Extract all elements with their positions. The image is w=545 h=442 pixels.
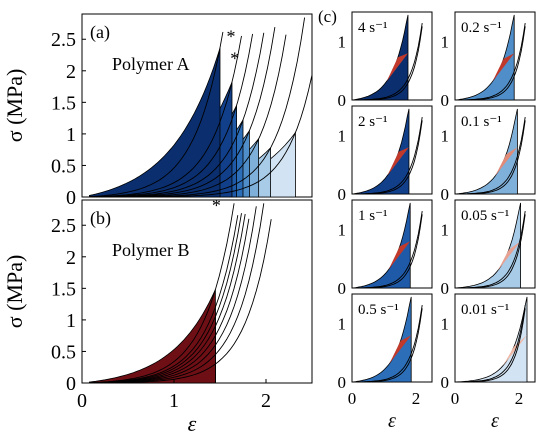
area-series [456,296,528,383]
x-axis-label: ε [188,411,197,436]
subplot: 0.1 s⁻¹ 0 1 [441,105,536,204]
rate-label: 0.5 s⁻¹ [358,302,399,318]
asterisk-marker: * [227,26,236,46]
y-tick-label: 0 [338,91,347,110]
y-tick-label: 1 [338,126,347,145]
x-tick-label: 0 [348,389,357,408]
rate-label: 0.1 s⁻¹ [461,114,502,130]
y-tick-label: 1 [66,124,76,146]
asterisk-marker: * [230,48,239,68]
y-axis-label: σ (MPa) [2,255,27,329]
subplot: 0.05 s⁻¹ 0 1 [441,199,536,298]
x-tick-label: 2 [412,389,421,408]
subplot: 0.5 s⁻¹ 0 1 0 2ε [338,293,433,432]
y-tick-label: 1 [338,314,347,333]
area-series [456,202,521,289]
y-tick-label: 1 [441,314,450,333]
stress-strain-curve [89,35,242,198]
y-tick-label: 0 [441,279,450,298]
y-tick-label: 0.5 [51,155,76,177]
area-series [88,47,221,198]
rate-label: 0.01 s⁻¹ [461,302,509,318]
asterisk-marker: * [212,195,221,215]
panel-title: Polymer A [112,54,190,74]
stress-strain-curve [89,31,224,198]
x-tick-label: 2 [515,389,524,408]
y-tick-label: 0 [338,373,347,392]
panel-b: 0 0.5 1 1.5 2 2.5 0 1 2 ε σ (MPa) (b)Polymer B * [2,195,313,436]
stress-strain-curve [353,214,423,289]
y-tick-label: 0 [441,91,450,110]
y-tick-label: 0 [66,373,76,395]
y-tick-label: 1 [441,220,450,239]
y-tick-label: 0 [441,373,450,392]
rate-label: 4 s⁻¹ [358,20,388,36]
y-tick-label: 2.5 [51,29,76,51]
y-tick-label: 1 [441,126,450,145]
panel-a: 0 0.5 1 1.5 2 2.5 σ (MPa) (a)Polymer A ** [2,13,313,209]
y-tick-label: 1 [338,32,347,51]
subplot: 4 s⁻¹ 0 1 [338,11,433,110]
subplot: 0.01 s⁻¹ 0 1 0 2ε [441,293,536,432]
y-tick-label: 1 [441,32,450,51]
y-tick-label: 0 [338,279,347,298]
subplot: 1 s⁻¹ 0 1 [338,199,433,298]
stress-strain-curve [353,308,423,383]
dissipation-area [497,241,521,271]
stress-strain-curve [89,219,272,384]
rate-label: 2 s⁻¹ [358,114,388,130]
dissipation-area [389,335,412,364]
panel-title: Polymer B [112,240,190,260]
stress-strain-curve [456,308,526,383]
y-tick-label: 2.5 [51,215,76,237]
stress-strain-curve [456,214,526,289]
dissipation-area [494,147,518,177]
y-tick-label: 1 [338,220,347,239]
panel-label: (a) [90,22,110,43]
subplot: 0.2 s⁻¹ 0 1 [441,11,536,110]
x-tick-label: 0 [77,390,87,412]
area-series [88,289,216,384]
stress-strain-curve [353,120,423,195]
y-tick-label: 0.5 [51,341,76,363]
x-axis-label: ε [388,410,396,432]
y-tick-label: 1.5 [51,92,76,114]
dissipation-area [388,241,411,270]
stress-strain-curve [456,120,526,195]
area-series [353,14,409,101]
stress-strain-curve [456,26,526,101]
stress-strain-curve [353,26,423,101]
panel-c-label: (c) [318,7,337,26]
y-tick-label: 1.5 [51,278,76,300]
y-tick-label: 0 [441,185,450,204]
area-series [456,108,518,195]
subplot: 2 s⁻¹ 0 1 [338,105,433,204]
y-tick-label: 0 [338,185,347,204]
dissipation-area [387,147,409,176]
dissipation-area [492,53,515,82]
rate-label: 0.2 s⁻¹ [461,20,502,36]
y-axis-label: σ (MPa) [2,69,27,143]
y-tick-label: 2 [66,61,76,83]
area-series [353,202,411,289]
panel-label: (b) [90,208,111,229]
x-axis-label: ε [491,410,499,432]
x-tick-label: 0 [451,389,460,408]
x-tick-label: 1 [169,390,179,412]
area-series [456,14,515,101]
area-series [353,108,410,195]
y-tick-label: 2 [66,247,76,269]
dissipation-area [386,53,408,82]
area-series [353,296,412,383]
y-tick-label: 1 [66,310,76,332]
rate-label: 1 s⁻¹ [358,208,388,224]
x-tick-label: 2 [261,390,271,412]
y-tick-label: 0 [66,187,76,209]
rate-label: 0.05 s⁻¹ [461,208,509,224]
stress-strain-curve [89,74,313,198]
